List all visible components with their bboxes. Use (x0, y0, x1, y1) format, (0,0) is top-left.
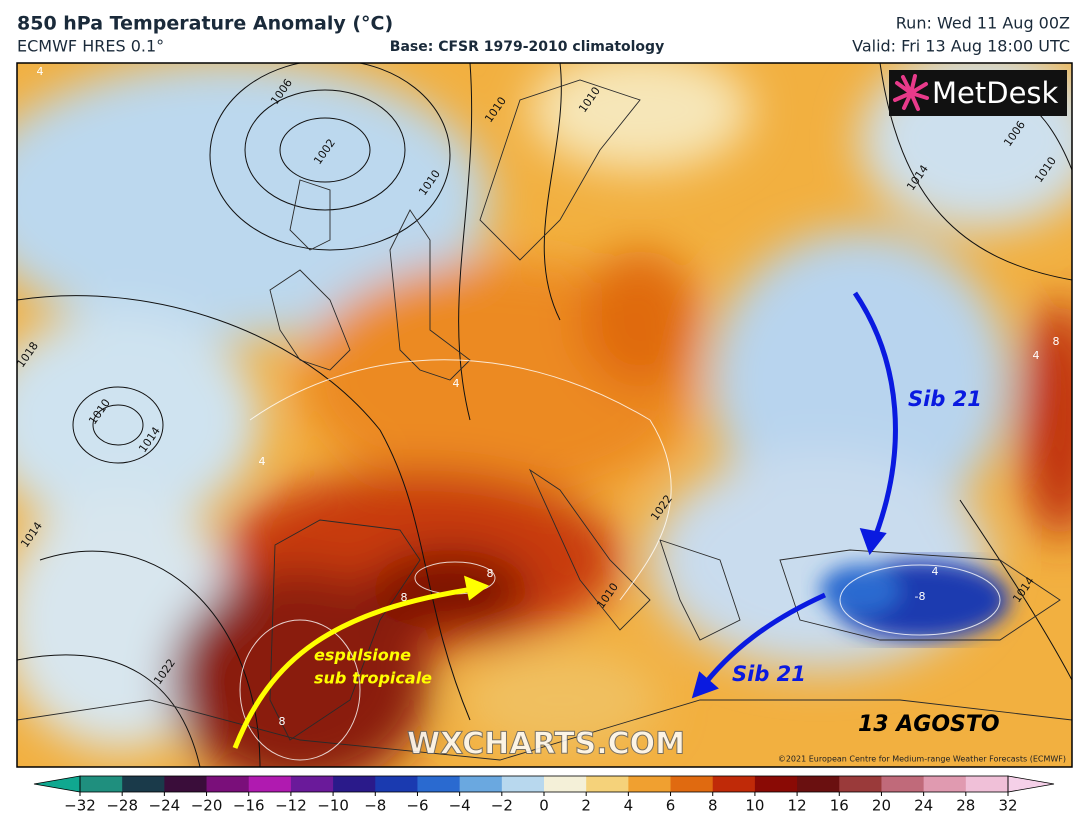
colorbar-segment (839, 776, 882, 792)
title: 850 hPa Temperature Anomaly (°C) (17, 13, 393, 35)
colorbar-segment (248, 776, 292, 792)
map-frame (16, 62, 1073, 768)
colorbar-tick-label: 12 (788, 797, 807, 815)
colorbar-segment (923, 776, 967, 792)
colorbar-tick-label: 6 (666, 797, 676, 815)
colorbar-tick-label: −12 (275, 797, 307, 815)
sib-arrow-north (852, 291, 898, 546)
colorbar-tick-label: 20 (872, 797, 891, 815)
watermark: WXCHARTS.COM (407, 727, 685, 762)
annotation-sub-tropicale: sub tropicale (314, 669, 432, 688)
sib-arrowhead-north (859, 528, 887, 556)
colorbar-tick-label: 4 (624, 797, 634, 815)
annotation-sib-north: Sib 21 (908, 387, 982, 411)
colorbar-segment (206, 776, 250, 792)
base: Base: CFSR 1979-2010 climatology (390, 39, 664, 55)
anomaly-label: 4 (37, 65, 44, 78)
colorbar-segment (290, 776, 334, 792)
logo-mark (893, 74, 929, 111)
colorbar-segment (586, 776, 629, 792)
colorbar-tick-label: 28 (956, 797, 975, 815)
annotation-espulsione: espulsione (314, 646, 411, 665)
colorbar-segment (80, 776, 123, 792)
colorbar-tick-label: −24 (149, 797, 181, 815)
colorbar-tick-label: 24 (914, 797, 933, 815)
colorbar-tick-label: 0 (539, 797, 549, 815)
colorbar-segment (459, 776, 503, 792)
colorbar-tick-label: 32 (998, 797, 1017, 815)
colorbar-segment (333, 776, 376, 792)
colorbar-tick-label: 8 (708, 797, 718, 815)
colorbar-tick-label: −6 (406, 797, 428, 815)
colorbar-segment (712, 776, 756, 792)
copyright: ©2021 European Centre for Medium-range W… (778, 755, 1066, 764)
colorbar-tick-label: −2 (491, 797, 513, 815)
logo-text: MetDesk (932, 76, 1059, 110)
anomaly-label: 8 (487, 567, 494, 580)
colorbar-segment (754, 776, 798, 792)
subtropical-arrow (232, 585, 481, 749)
colorbar-segment (670, 776, 714, 792)
colorbar-segment (164, 776, 208, 792)
colorbar-tick-label: −28 (106, 797, 138, 815)
colorbar-segment (375, 776, 418, 792)
valid: Valid: Fri 13 Aug 18:00 UTC (852, 37, 1070, 56)
colorbar-segment (501, 776, 545, 792)
model: ECMWF HRES 0.1° (17, 37, 164, 56)
colorbar-high-end (1007, 775, 1055, 793)
subtropical-arrowhead (463, 575, 490, 601)
anomaly-contours (239, 359, 1001, 761)
annotation-sib-south: Sib 21 (732, 662, 806, 686)
annotation-date: 13 AGOSTO (858, 712, 1000, 737)
colorbar-tick-label: −8 (364, 797, 386, 815)
colorbar-tick-label: 2 (581, 797, 591, 815)
colorbar-segment (628, 776, 672, 792)
colorbar-tick-label: −10 (317, 797, 349, 815)
colorbar-segment (797, 776, 840, 792)
colorbar-segment (417, 776, 461, 792)
map-field: 1006100210101010101010141018101010141014… (17, 63, 1072, 767)
anomaly-label: 4 (1033, 349, 1040, 362)
colorbar-tick-label: −32 (64, 797, 96, 815)
anomaly-label: 8 (401, 591, 408, 604)
colorbar-segment (544, 776, 587, 792)
anomaly-label: 8 (279, 715, 286, 728)
coastlines (17, 79, 1072, 761)
colorbar-tick-label: 16 (830, 797, 849, 815)
colorbar: −32 −28 −24 −20 −16 −12 −10 −8 −6 −4 −2 0 2 4 6 8 10 12 16… (33, 775, 1055, 815)
anomaly-label: 4 (259, 455, 266, 468)
run: Run: Wed 11 Aug 00Z (896, 14, 1070, 33)
anomaly-label: 8 (1053, 335, 1060, 348)
colorbar-tick-label: −16 (233, 797, 265, 815)
colorbar-segment (881, 776, 925, 792)
colorbar-tick-label: −4 (449, 797, 471, 815)
sib-arrow-south (698, 592, 827, 692)
anomaly-label: 4 (932, 565, 939, 578)
colorbar-tick-label: −20 (191, 797, 223, 815)
anomaly-label: -8 (915, 590, 926, 603)
colorbar-tick-label: 10 (745, 797, 764, 815)
colorbar-segment (122, 776, 165, 792)
colorbar-segment (965, 776, 1009, 792)
anomaly-label: 4 (453, 377, 460, 390)
cold-core (820, 560, 1010, 640)
colorbar-low-end (33, 775, 81, 793)
sib-arrowhead-south (691, 671, 719, 699)
